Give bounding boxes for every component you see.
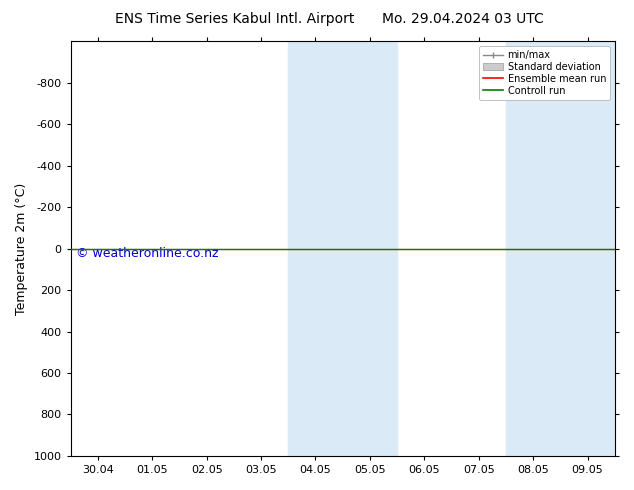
Legend: min/max, Standard deviation, Ensemble mean run, Controll run: min/max, Standard deviation, Ensemble me… (479, 46, 610, 99)
Bar (343, 41, 397, 456)
Text: © weatheronline.co.nz: © weatheronline.co.nz (76, 247, 219, 260)
Text: Mo. 29.04.2024 03 UTC: Mo. 29.04.2024 03 UTC (382, 12, 544, 26)
Bar (288, 41, 343, 456)
Y-axis label: Temperature 2m (°C): Temperature 2m (°C) (15, 182, 28, 315)
Bar (506, 41, 560, 456)
Bar (560, 41, 615, 456)
Text: ENS Time Series Kabul Intl. Airport: ENS Time Series Kabul Intl. Airport (115, 12, 354, 26)
